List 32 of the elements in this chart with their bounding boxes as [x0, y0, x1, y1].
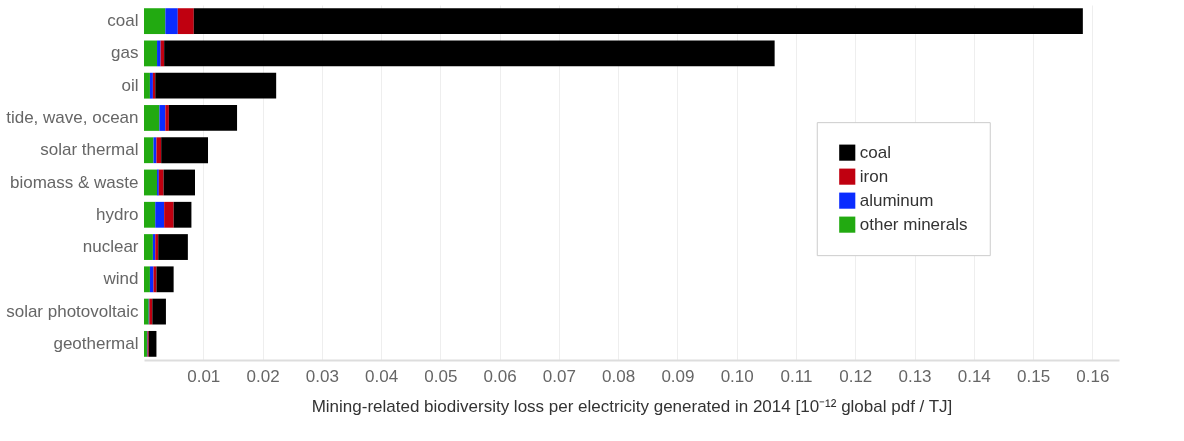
- x-tick-label: 0.10: [720, 366, 754, 386]
- x-tick-label: 0.01: [187, 366, 221, 386]
- x-tick-label: 0.08: [602, 366, 636, 386]
- y-tick-label: wind: [102, 269, 139, 289]
- x-tick-label: 0.11: [780, 366, 813, 386]
- x-tick-label: 0.06: [483, 366, 517, 386]
- x-tick-label: 0.16: [1076, 366, 1110, 386]
- x-tick-label: 0.09: [661, 366, 695, 386]
- legend-label: iron: [859, 166, 889, 186]
- x-tick-label: 0.07: [542, 366, 576, 386]
- y-tick-label: coal: [107, 11, 139, 31]
- y-tick-label: hydro: [95, 204, 139, 224]
- y-tick-label: gas: [111, 43, 139, 63]
- legend-label: coal: [859, 142, 891, 162]
- y-tick-label: solar thermal: [40, 140, 139, 160]
- x-tick-label: 0.03: [305, 366, 339, 386]
- x-tick-label: 0.04: [365, 366, 399, 386]
- x-tick-label: 0.12: [839, 366, 873, 386]
- x-tick-label: 0.14: [957, 366, 991, 386]
- x-tick-label: 0.15: [1017, 366, 1051, 386]
- y-tick-label: biomass & waste: [10, 172, 139, 192]
- legend-label: aluminum: [859, 190, 934, 210]
- y-tick-label: solar photovoltaic: [6, 301, 139, 321]
- y-tick-label: nuclear: [82, 237, 139, 257]
- y-tick-label: geothermal: [53, 333, 139, 353]
- x-axis-title: Mining-related biodiversity loss per electricity generated in 2014 [10⁻¹² global pdf / TJ]: [311, 396, 953, 416]
- y-tick-label: oil: [121, 75, 139, 95]
- x-tick-label: 0.02: [246, 366, 280, 386]
- x-tick-label: 0.13: [898, 366, 932, 386]
- y-tick-label: tide, wave, ocean: [6, 107, 139, 127]
- legend-label: other minerals: [859, 214, 968, 234]
- x-tick-label: 0.05: [424, 366, 458, 386]
